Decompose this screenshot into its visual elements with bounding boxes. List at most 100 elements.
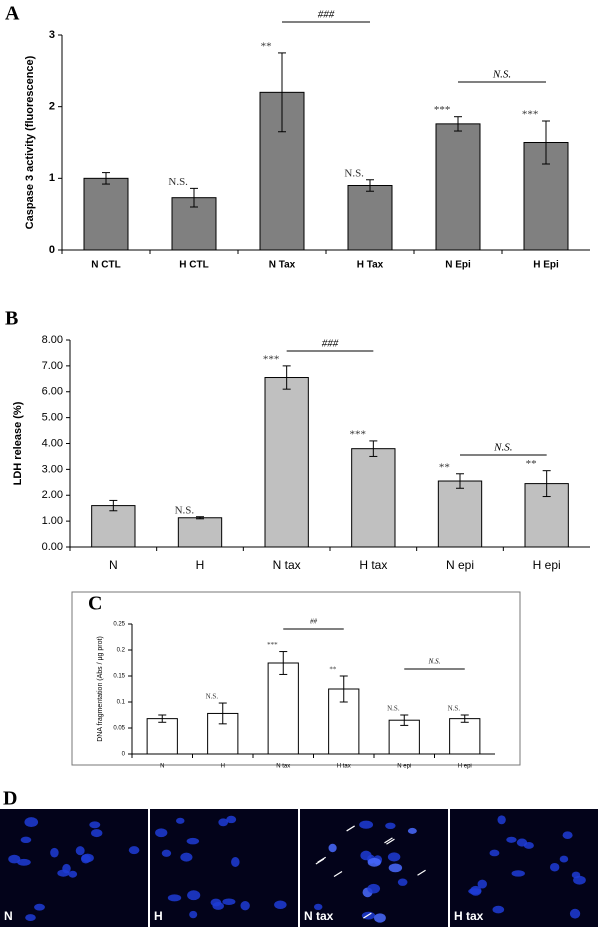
bar [437,480,483,548]
y-tick-label: 6.00 [42,386,63,398]
nucleus [176,817,185,824]
bracket-label: ### [322,338,339,350]
nucleus [226,815,237,824]
nucleus [187,890,201,901]
bracket-label: ## [310,618,318,626]
x-tick-label: N epi [446,558,474,572]
significance-label: N.S. [448,705,461,713]
nucleus [20,836,32,844]
y-tick-label: 0.2 [117,648,126,654]
nucleus [385,822,396,830]
significance-label: ** [526,458,537,470]
panel-label: C [88,593,102,615]
x-tick-label: N Tax [269,260,296,271]
nucleus [397,878,408,886]
nucleus [161,849,172,857]
x-tick-label: H epi [458,764,472,770]
nucleus [91,829,103,838]
significance-label: *** [267,641,278,649]
y-tick-label: 4.00 [42,437,63,449]
significance-label: *** [522,109,539,121]
bar [264,377,309,548]
x-tick-label: H CTL [179,260,208,271]
y-tick-label: 0.25 [113,622,125,628]
x-tick-label: H [196,558,205,572]
significance-label: *** [349,428,366,440]
nucleus [367,883,381,894]
arrow [386,838,395,845]
panel-label: B [5,308,18,330]
bar [449,718,481,755]
significance-label: ** [439,461,450,473]
bracket-label: N.S. [493,442,512,454]
micrograph [450,809,598,927]
micrograph [0,809,148,927]
nucleus [328,843,337,853]
nucleus [189,910,198,919]
nucleus [212,902,224,910]
nucleus [573,875,586,885]
nucleus [360,850,372,861]
y-tick-label: 1 [49,172,55,184]
nucleus [469,885,482,896]
bar [347,185,393,251]
nucleus [24,817,39,828]
significance-label: N.S. [168,176,188,188]
nucleus [511,870,525,877]
nucleus [186,837,200,845]
y-tick-label: 0.05 [113,726,125,732]
y-tick-label: 3 [49,29,55,41]
y-tick-label: 0 [49,244,55,256]
y-tick-label: 8.00 [42,334,63,346]
nucleus [387,852,401,862]
y-tick-label: 2 [49,101,55,113]
image-label: H [154,909,163,923]
bar [435,123,481,251]
bracket-label: N.S. [428,658,441,666]
significance-label: N.S. [206,693,219,701]
micrograph [300,809,448,927]
nucleus [180,852,193,862]
nucleus [167,894,182,902]
nucleus [81,853,94,863]
significance-label: N.S. [387,705,400,713]
arrow [384,837,393,844]
significance-label: *** [263,353,280,365]
x-tick-label: H [221,764,225,770]
image-label: N tax [304,909,334,923]
nucleus [274,900,287,910]
significance-label: *** [434,104,451,116]
nucleus [17,858,31,866]
x-tick-label: H Tax [357,260,384,271]
arrow [333,870,343,878]
micrograph [150,809,298,927]
panel-label: D [3,788,17,810]
y-tick-label: 0 [122,752,126,758]
nucleus [562,831,573,840]
nucleus [240,901,250,911]
panel-label: A [5,3,20,25]
y-tick-label: 1.00 [42,515,63,527]
significance-label: ** [261,40,272,52]
x-tick-label: N [109,558,118,572]
y-tick-label: 7.00 [42,360,63,372]
panel-frame [71,591,521,766]
nucleus [559,855,569,863]
bar [91,505,136,548]
nucleus [89,821,101,829]
bracket-label: N.S. [492,69,511,81]
nucleus [25,914,36,921]
nucleus [374,913,386,923]
x-tick-label: N tax [276,764,290,770]
nucleus [128,846,140,855]
nucleus [523,841,534,849]
nucleus [8,854,21,864]
x-tick-label: H epi [533,558,561,572]
nucleus [569,908,581,919]
nucleus [477,879,487,889]
x-tick-label: N [160,764,164,770]
nucleus [57,869,70,877]
nucleus [313,903,323,911]
y-tick-label: 0.1 [117,700,126,706]
